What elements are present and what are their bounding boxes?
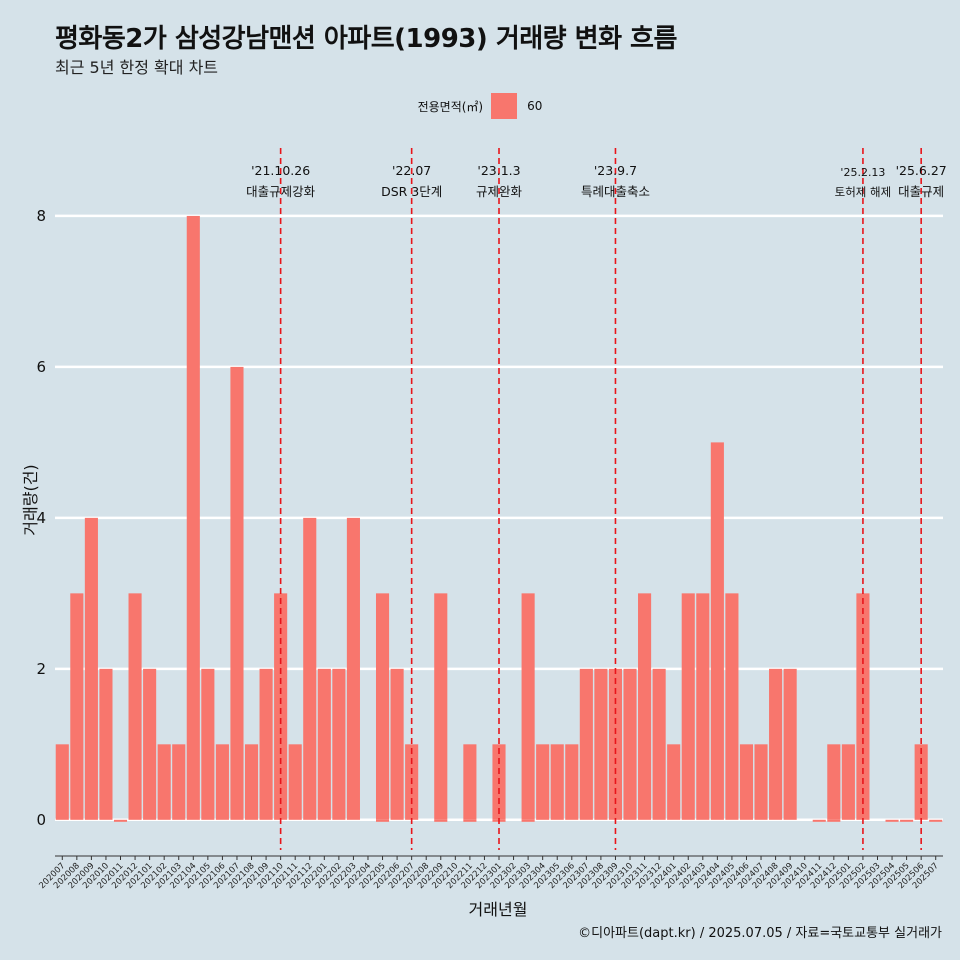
bar	[317, 668, 331, 820]
event-date-label: '25.2.13	[840, 166, 885, 179]
bar	[375, 593, 390, 820]
bar	[390, 668, 404, 820]
bar	[565, 744, 579, 820]
chart-title: 평화동2가 삼성강남맨션 아파트(1993) 거래량 변화 흐름	[55, 24, 677, 54]
bar	[579, 668, 593, 820]
bar	[725, 593, 739, 820]
legend: 전용면적(㎡) 60	[0, 93, 960, 119]
bar	[143, 668, 157, 820]
legend-key-swatch	[491, 93, 518, 119]
bar	[783, 668, 797, 820]
bar	[739, 744, 754, 820]
bar	[667, 744, 681, 820]
y-tick-label: 4	[36, 509, 46, 527]
bar	[696, 593, 710, 820]
x-axis-label: 거래년월	[468, 900, 528, 919]
event-date-label: '23.9.7	[594, 163, 637, 178]
bar	[346, 517, 360, 820]
bar	[99, 668, 113, 820]
bar	[288, 744, 302, 820]
bar	[201, 668, 215, 820]
event-date-label: '21.10.26	[251, 163, 310, 178]
event-name-label: DSR 3단계	[381, 184, 442, 199]
bar	[638, 593, 652, 820]
bar	[623, 668, 637, 820]
bar	[710, 442, 724, 820]
bar	[536, 744, 550, 820]
event-name-label: 대출규제강화	[246, 184, 316, 199]
y-axis-label: 거래량(건)	[21, 464, 40, 536]
event-date-label: '25.6.27	[896, 163, 947, 178]
bar	[754, 744, 768, 820]
bar	[259, 668, 273, 820]
bar	[70, 593, 84, 820]
bar	[84, 517, 98, 820]
y-tick-label: 2	[36, 660, 46, 678]
bar	[652, 668, 666, 820]
bar	[681, 593, 695, 820]
bar	[434, 593, 448, 820]
bar	[856, 593, 870, 820]
legend-title: 전용면적(㎡)	[417, 99, 484, 114]
bar	[769, 668, 783, 820]
event-name-label: 규제완화	[476, 184, 523, 199]
bar	[332, 668, 346, 820]
source-caption: ©디아파트(dapt.kr) / 2025.07.05 / 자료=국토교통부 실…	[578, 926, 942, 941]
event-name-label: 특례대출축소	[581, 184, 650, 199]
bar	[274, 593, 288, 820]
y-tick-label: 0	[36, 811, 46, 829]
event-name-label: 토허제 해제	[835, 185, 892, 199]
bar	[608, 668, 623, 820]
y-tick-label: 8	[36, 207, 46, 225]
bar	[215, 744, 229, 820]
bar	[172, 744, 186, 820]
bar	[186, 215, 200, 820]
bar	[244, 744, 259, 820]
event-date-label: '22.07	[392, 163, 431, 178]
bar	[157, 744, 171, 820]
bar	[550, 744, 564, 820]
bar	[128, 593, 142, 820]
bar	[827, 744, 841, 820]
chart-subtitle: 최근 5년 한정 확대 차트	[55, 58, 219, 77]
bar	[521, 593, 535, 820]
bar	[841, 744, 855, 820]
bar	[55, 744, 69, 820]
bar	[230, 366, 244, 820]
event-name-label: 대출규제	[898, 184, 944, 199]
bar	[463, 744, 477, 820]
event-date-label: '23.1.3	[477, 163, 520, 178]
y-tick-label: 6	[36, 358, 46, 376]
bar	[594, 668, 608, 820]
legend-item-label: 60	[527, 99, 543, 113]
bar	[303, 517, 317, 820]
